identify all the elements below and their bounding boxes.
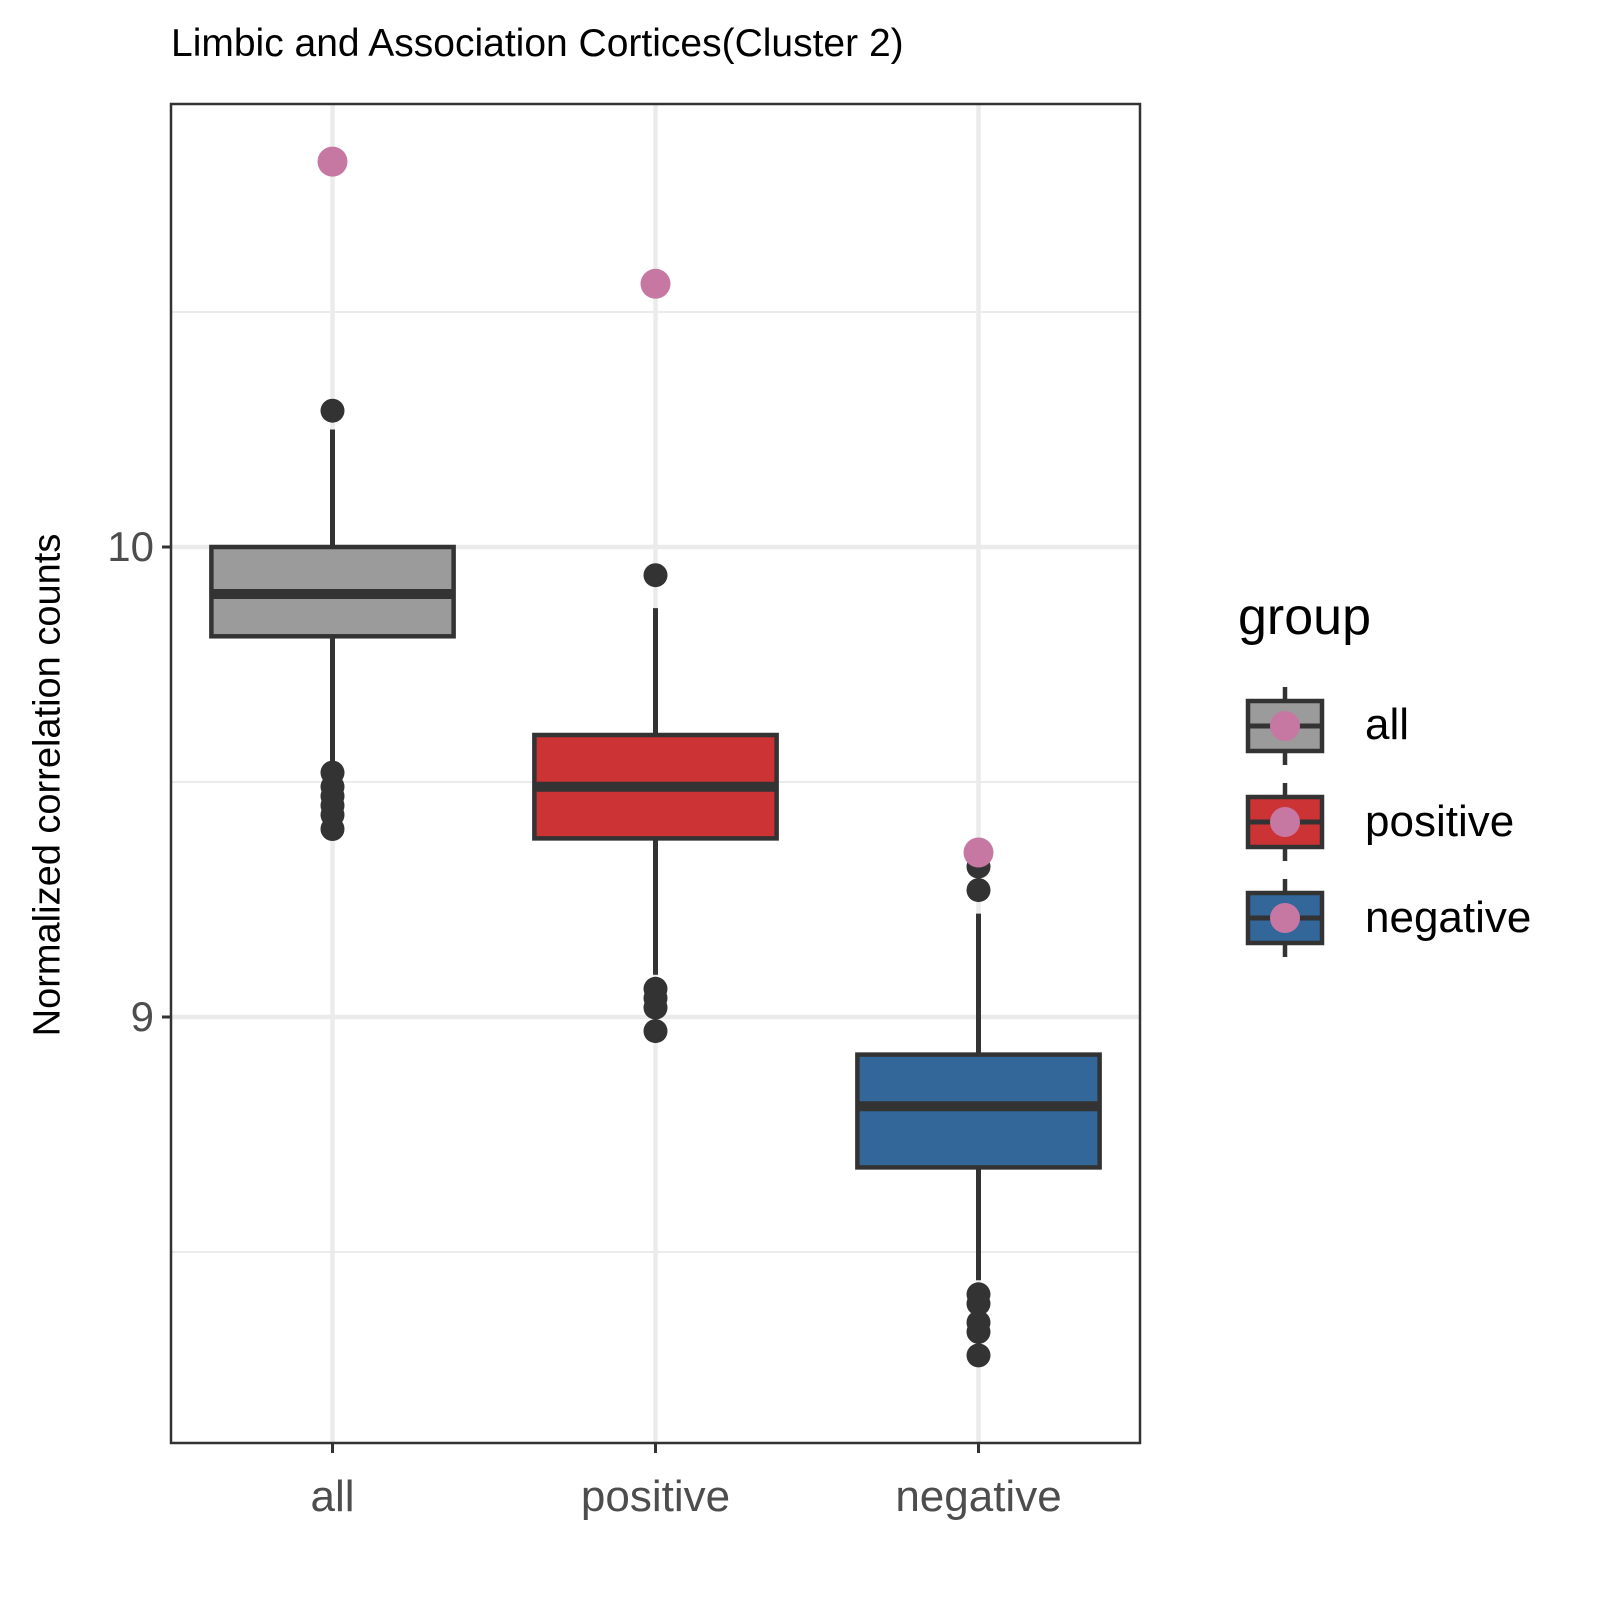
outlier-point bbox=[320, 817, 345, 841]
legend-key-negative bbox=[1245, 879, 1325, 957]
legend-layer bbox=[1245, 687, 1325, 957]
legend-key-positive bbox=[1245, 783, 1325, 861]
x-tick-label: all bbox=[310, 1472, 354, 1521]
box-group-negative bbox=[855, 837, 1102, 1368]
legend-label-negative: negative bbox=[1365, 893, 1532, 942]
box-group-all bbox=[209, 146, 456, 841]
legend-key-point bbox=[1270, 903, 1300, 933]
legend-key-point bbox=[1270, 711, 1300, 741]
x-tick-label: negative bbox=[895, 1472, 1061, 1521]
legend-key-all bbox=[1245, 687, 1325, 765]
outlier-point bbox=[966, 1343, 991, 1368]
box-layer bbox=[209, 146, 1102, 1368]
outlier-point bbox=[966, 878, 991, 903]
y-axis-label: Normalized correlation counts bbox=[26, 533, 69, 1037]
highlight-point bbox=[963, 837, 994, 868]
outlier-point bbox=[966, 1319, 991, 1344]
chart-title: Limbic and Association Cortices(Cluster … bbox=[171, 22, 904, 65]
y-tick-label: 9 bbox=[131, 993, 154, 1040]
legend-key-point bbox=[1270, 807, 1300, 837]
x-tick-label: positive bbox=[581, 1472, 730, 1521]
outlier-point bbox=[643, 563, 668, 588]
highlight-point bbox=[640, 268, 671, 299]
outlier-point bbox=[643, 1019, 668, 1044]
outlier-point bbox=[320, 398, 345, 423]
outlier-point bbox=[966, 1291, 991, 1316]
y-tick-label: 10 bbox=[107, 523, 154, 570]
legend-label-positive: positive bbox=[1365, 797, 1515, 846]
outlier-point bbox=[643, 995, 668, 1020]
legend-label-all: all bbox=[1365, 700, 1410, 749]
axis-layer: 9 10 all positive negative bbox=[107, 102, 1142, 1521]
box-group-positive bbox=[532, 268, 779, 1044]
legend-title: group bbox=[1238, 588, 1371, 646]
highlight-point bbox=[317, 146, 348, 177]
